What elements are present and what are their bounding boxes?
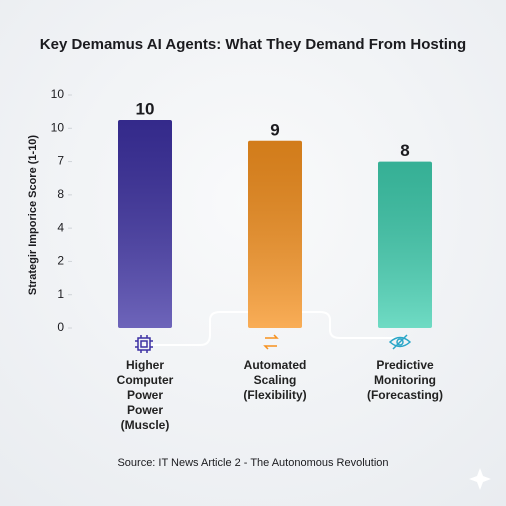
- bar-shade: [118, 119, 172, 328]
- value-label: 8: [400, 141, 409, 160]
- eye-icon: [388, 334, 412, 350]
- source: Source: IT News Article 2 - The Autonomo…: [117, 457, 388, 469]
- scale-icon: [263, 334, 279, 350]
- chart-title: Key Demamus AI Agents: What They Demand …: [40, 36, 466, 53]
- y-tick-label: 2: [57, 254, 64, 268]
- x-tick-label: Automated Scaling (Flexibility): [243, 358, 307, 402]
- y-tick-label: 0: [57, 320, 64, 334]
- y-tick-label: 4: [57, 220, 64, 234]
- value-label: 9: [270, 120, 279, 139]
- sparkle: [469, 468, 491, 490]
- bar-shade: [248, 140, 302, 328]
- y-tick-label: 10: [51, 87, 65, 101]
- x-tick-label: Higher Computer Power Power (Muscle): [116, 358, 174, 432]
- value-label: 10: [136, 99, 155, 118]
- y-tick-label: 1: [57, 287, 64, 301]
- y-tick-label: 8: [57, 187, 64, 201]
- bar-shade: [378, 161, 432, 328]
- x-tick-label: Predictive Monitoring (Forecasting): [366, 358, 443, 402]
- y-axis-label: Strategir Imporice Score (1-10): [27, 135, 39, 296]
- y-tick-label: 10: [51, 120, 65, 134]
- y-tick-label: 7: [57, 154, 64, 168]
- chip-icon: [135, 335, 153, 353]
